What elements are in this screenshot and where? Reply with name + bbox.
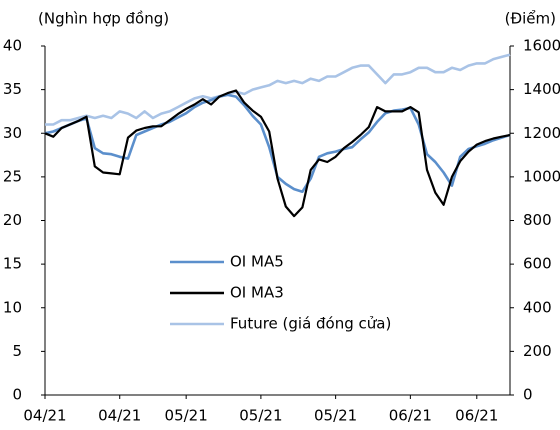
series-line [44, 89, 511, 218]
x-tick-label: 06/21 [389, 407, 432, 425]
legend-label: OI MA5 [230, 253, 284, 271]
y-tick-label: 10 [3, 298, 22, 316]
y2-tick-label: 1200 [523, 124, 560, 142]
x-tick-label: 05/21 [239, 407, 282, 425]
y2-tick-label: 1600 [523, 37, 560, 55]
y-tick-label: 15 [3, 255, 22, 273]
y2-axis-title: (Điểm) [505, 10, 556, 28]
x-tick-label: 05/21 [165, 407, 208, 425]
series-line [45, 53, 511, 126]
y-axis-title: (Nghìn hợp đồng) [38, 10, 169, 28]
y2-tick-label: 600 [523, 255, 552, 273]
legend-label: OI MA3 [230, 284, 284, 302]
x-tick-label: 04/21 [98, 407, 141, 425]
y-tick-label: 5 [12, 342, 22, 360]
y-tick-label: 35 [3, 80, 22, 98]
y-tick-label: 0 [12, 386, 22, 404]
legend-label: Future (giá đóng cửa) [230, 315, 391, 333]
x-tick-label: 04/21 [23, 407, 66, 425]
y2-tick-label: 200 [523, 342, 552, 360]
y2-tick-label: 1400 [523, 80, 560, 98]
y2-tick-label: 1000 [523, 167, 560, 185]
y-tick-label: 30 [3, 124, 22, 142]
x-tick-label: 06/21 [455, 407, 498, 425]
y-tick-label: 40 [3, 37, 22, 55]
x-tick-label: 05/21 [314, 407, 357, 425]
y-tick-label: 20 [3, 211, 22, 229]
y2-tick-label: 800 [523, 211, 552, 229]
y2-tick-label: 0 [523, 386, 533, 404]
y2-tick-label: 400 [523, 298, 552, 316]
y-tick-label: 25 [3, 167, 22, 185]
